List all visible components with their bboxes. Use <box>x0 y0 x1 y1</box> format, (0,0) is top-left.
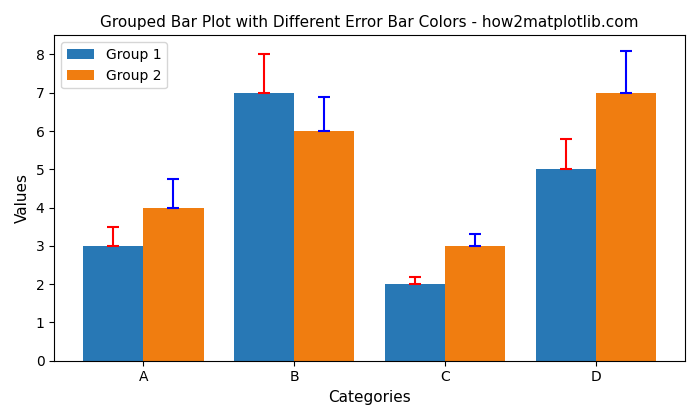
Bar <box>234 93 294 361</box>
Bar <box>144 207 204 361</box>
Legend: Group 1, Group 2: Group 1, Group 2 <box>61 42 167 88</box>
Y-axis label: Values: Values <box>15 173 30 223</box>
Bar <box>83 246 144 361</box>
Bar <box>536 169 596 361</box>
Bar <box>294 131 354 361</box>
Title: Grouped Bar Plot with Different Error Bar Colors - how2matplotlib.com: Grouped Bar Plot with Different Error Ba… <box>100 15 639 30</box>
Bar <box>596 93 657 361</box>
X-axis label: Categories: Categories <box>328 390 411 405</box>
Bar <box>385 284 445 361</box>
Bar <box>445 246 505 361</box>
